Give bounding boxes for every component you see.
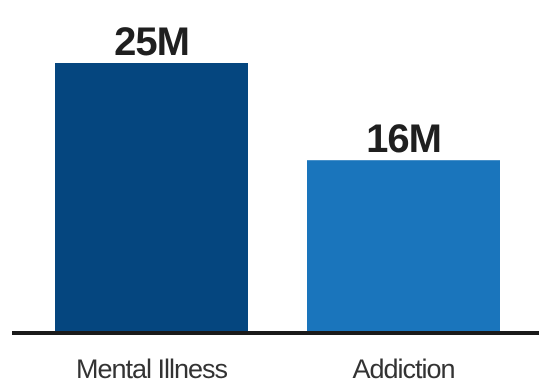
category-label-addiction: Addiction [352,354,454,384]
value-label-addiction: 16M [366,117,441,161]
bar-addiction [307,160,500,333]
bar-mental-illness [55,63,248,333]
category-labels-layer: Mental Illness Addiction [76,354,456,384]
value-label-mental-illness: 25M [114,20,189,64]
category-label-mental-illness: Mental Illness [76,354,228,384]
bars-layer [55,63,500,333]
value-labels-layer: 25M 16M [114,20,442,161]
